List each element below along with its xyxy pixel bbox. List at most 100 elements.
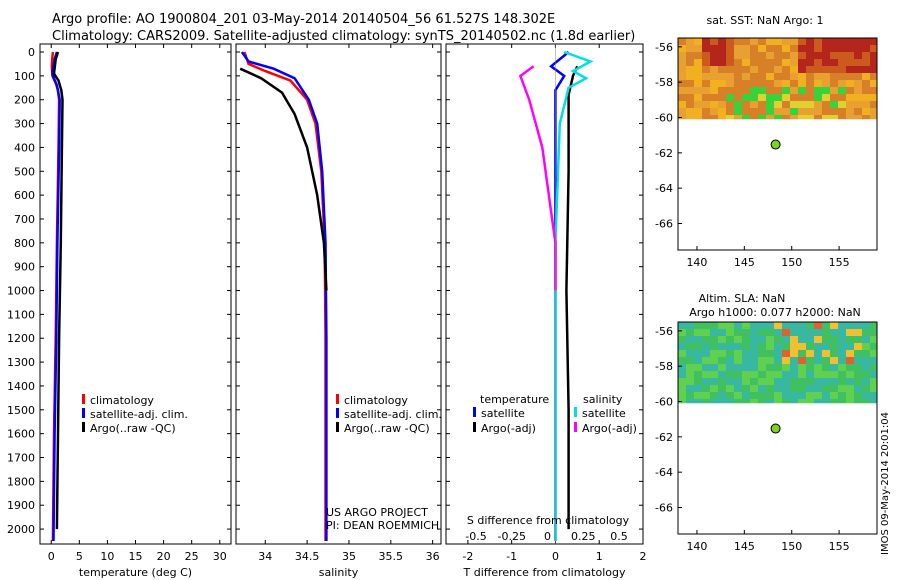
heatmap-cell <box>870 66 877 73</box>
depth-tick-label: 600 <box>14 189 35 202</box>
series-line-3 <box>554 50 594 541</box>
map-x-tick-label: 155 <box>829 540 850 553</box>
heatmap-cell <box>710 399 718 404</box>
depth-tick-label: 100 <box>14 70 35 83</box>
heatmap-cell <box>758 45 766 52</box>
heatmap-cell <box>678 101 686 108</box>
heatmap-cell <box>798 45 806 52</box>
heatmap-cell <box>718 73 726 80</box>
heatmap-cell <box>846 336 854 343</box>
heatmap-cell <box>766 329 774 336</box>
heatmap-cell <box>846 80 854 87</box>
heatmap-cell <box>758 343 766 350</box>
x-tick-label: 5 <box>76 550 83 563</box>
heatmap-cell <box>798 399 806 404</box>
heatmap-cell <box>814 80 822 87</box>
heatmap-cell <box>838 108 846 115</box>
heatmap-cell <box>750 38 758 45</box>
profile-panel-3: -2 -1 0 1 2 T difference from climatology S di… <box>445 43 647 579</box>
heatmap-cell <box>822 94 830 101</box>
heatmap-cell <box>718 350 726 357</box>
heatmap-cell <box>726 52 734 59</box>
heatmap-cell <box>766 101 774 108</box>
heatmap-cell <box>734 87 742 94</box>
heatmap-cell <box>830 45 838 52</box>
heatmap-cell <box>814 336 822 343</box>
heatmap-cell <box>678 108 686 115</box>
heatmap-cell <box>798 59 806 66</box>
heatmap-cell <box>686 371 694 378</box>
heatmap-cell <box>766 343 774 350</box>
heatmap-cell <box>862 371 870 378</box>
heatmap-cell <box>782 392 790 399</box>
heatmap-cell <box>718 101 726 108</box>
heatmap-cell <box>782 350 790 357</box>
heatmap-cell <box>854 59 862 66</box>
heatmap-cell <box>782 52 790 59</box>
heatmap-cell <box>870 399 877 404</box>
heatmap-cell <box>742 336 750 343</box>
heatmap-cell <box>782 38 790 45</box>
heatmap-cell <box>830 115 838 120</box>
argo-position-marker <box>770 139 781 150</box>
heatmap-cell <box>822 392 830 399</box>
profile-title: Argo profile: AO 1900804_201 03-May-2014… <box>52 12 556 27</box>
heatmap-cell <box>814 94 822 101</box>
heatmap-cell <box>846 371 854 378</box>
heatmap-cell <box>718 94 726 101</box>
heatmap-cell <box>838 329 846 336</box>
heatmap-cell <box>838 52 846 59</box>
series-line-3 <box>52 51 64 530</box>
legend-swatch <box>336 408 339 418</box>
heatmap-cell <box>806 52 814 59</box>
heatmap-cell <box>678 385 686 392</box>
heatmap-cell <box>750 336 758 343</box>
heatmap-cell <box>710 66 718 73</box>
heatmap-cell <box>718 343 726 350</box>
heatmap-cell <box>830 59 838 66</box>
map-y-tick-label: -66 <box>655 218 673 231</box>
heatmap-cell <box>822 45 830 52</box>
heatmap-cell <box>870 385 877 392</box>
heatmap-cell <box>814 87 822 94</box>
heatmap-cell <box>790 350 798 357</box>
heatmap-cell <box>790 343 798 350</box>
heatmap-cell <box>798 73 806 80</box>
heatmap-cell <box>678 66 686 73</box>
x-tick-label: 20 <box>157 550 171 563</box>
heatmap-cell <box>846 38 854 45</box>
heatmap-cell <box>750 399 758 404</box>
heatmap-cell <box>870 350 877 357</box>
heatmap-cell <box>750 115 758 120</box>
heatmap-cell <box>774 350 782 357</box>
heatmap-cell <box>870 87 877 94</box>
top-tick-label: -0.5 <box>465 530 486 543</box>
map-heatmap <box>678 322 877 404</box>
heatmap-cell <box>846 385 854 392</box>
heatmap-cell <box>854 115 862 120</box>
heatmap-cell <box>854 329 862 336</box>
heatmap-cell <box>774 66 782 73</box>
heatmap-cell <box>750 80 758 87</box>
heatmap-cell <box>854 87 862 94</box>
heatmap-cell <box>758 364 766 371</box>
heatmap-cell <box>742 392 750 399</box>
heatmap-cell <box>734 336 742 343</box>
climatology-title: Climatology: CARS2009. Satellite-adjuste… <box>52 29 636 44</box>
heatmap-cell <box>726 322 734 329</box>
heatmap-cell <box>806 73 814 80</box>
heatmap-cell <box>838 73 846 80</box>
heatmap-cell <box>710 101 718 108</box>
heatmap-cell <box>846 45 854 52</box>
heatmap-cell <box>694 52 702 59</box>
map-x-tick-label: 150 <box>781 540 802 553</box>
heatmap-cell <box>814 73 822 80</box>
heatmap-cell <box>814 364 822 371</box>
heatmap-cell <box>750 87 758 94</box>
legend-label: Argo(..raw -QC) <box>344 422 430 435</box>
heatmap-cell <box>862 59 870 66</box>
heatmap-cell <box>774 38 782 45</box>
heatmap-cell <box>766 52 774 59</box>
heatmap-cell <box>766 378 774 385</box>
